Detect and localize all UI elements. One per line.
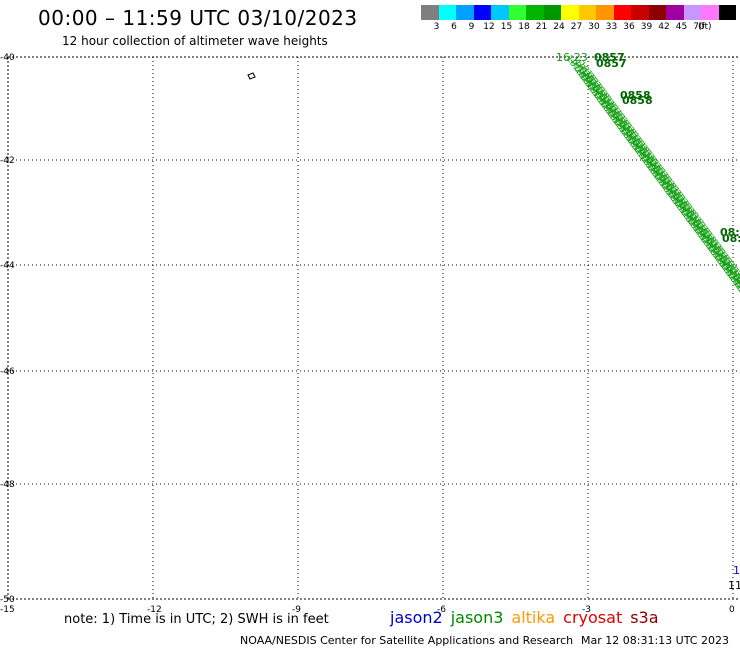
color-scale-label: 15: [500, 22, 513, 32]
satellite-legend: jason2 jason3 altika cryosat s3a: [390, 608, 667, 627]
color-scale-label: 3: [433, 22, 440, 32]
color-swatch-14: [666, 5, 684, 20]
longitude-label: -3: [582, 605, 591, 615]
track-time-label: 0858: [620, 89, 651, 102]
color-scale-label: 21: [535, 22, 548, 32]
longitude-labels: -15 -12 -9 -6 -3 0: [0, 605, 735, 615]
edge-number-2: 11: [728, 579, 740, 592]
color-swatch-0: [421, 5, 439, 20]
longitude-label: -15: [0, 605, 15, 615]
color-scale-label: 70: [693, 22, 705, 32]
island-outline: [247, 72, 256, 80]
map-subtitle: 12 hour collection of altimeter wave hei…: [62, 34, 328, 48]
color-swatch-17: [718, 5, 736, 20]
credit-line: NOAA/NESDIS Center for Satellite Applica…: [240, 634, 574, 647]
color-scale-label: 45: [675, 22, 688, 32]
track-time-label: 08:55: [722, 232, 740, 245]
color-scale-label: 30: [588, 22, 600, 32]
color-scale-unit: (ft): [698, 22, 712, 32]
color-swatch-9: [578, 5, 596, 20]
color-scale-label: 39: [640, 22, 653, 32]
generation-timestamp: Mar 12 08:31:13 UTC 2023: [581, 634, 729, 647]
color-swatch-8: [561, 5, 579, 20]
color-swatch-5: [508, 5, 526, 20]
wave-height-color-scale: [421, 5, 736, 20]
map-title: 00:00 – 11:59 UTC 03/10/2023: [38, 6, 358, 30]
track-time-label: 0857: [594, 51, 625, 64]
edge-number-1: 1: [733, 564, 740, 577]
color-scale-label: 36: [623, 22, 635, 32]
track-time-label: 08:55: [720, 226, 740, 239]
color-swatch-1: [438, 5, 456, 20]
color-swatch-12: [631, 5, 649, 20]
color-scale-label: 27: [570, 22, 583, 32]
latitude-label: -48: [0, 480, 15, 490]
latitude-label: -46: [0, 367, 15, 377]
graticule: [8, 57, 738, 599]
longitude-label: 0: [729, 605, 735, 615]
color-swatch-10: [596, 5, 614, 20]
latitude-label: -44: [0, 261, 15, 271]
longitude-label: -9: [292, 605, 301, 615]
satellite-altika: altika: [511, 608, 556, 627]
color-swatch-11: [613, 5, 631, 20]
color-swatch-7: [543, 5, 561, 20]
color-scale-label: 12: [483, 22, 495, 32]
longitude-label: -6: [437, 605, 446, 615]
track-time-label: 0857: [596, 57, 627, 70]
satellite-s3a: s3a: [630, 608, 659, 627]
color-scale-labels: 3 6 9 12 15 18 21 24 27 30 33 36 39 42 45 70: [421, 22, 736, 34]
color-scale-label: 33: [605, 22, 618, 32]
color-scale-label: 18: [518, 22, 530, 32]
longitude-label: -12: [147, 605, 162, 615]
color-scale-label: 9: [468, 22, 475, 32]
satellite-cryosat: cryosat: [563, 608, 623, 627]
color-scale-label: 6: [451, 22, 457, 32]
track-time-label: 0858: [622, 94, 653, 107]
track-sample: 18:25: [728, 272, 740, 299]
color-scale-label: 24: [553, 22, 565, 32]
color-swatch-15: [683, 5, 701, 20]
color-swatch-13: [648, 5, 666, 20]
latitude-label: -50: [0, 595, 15, 605]
color-swatch-2: [456, 5, 474, 20]
color-scale-label: 42: [658, 22, 670, 32]
jason3-satellite-track: 18:2518:2518:2518:2518:2518:2518:2518:25…: [564, 54, 740, 310]
color-swatch-3: [473, 5, 491, 20]
color-swatch-4: [491, 5, 509, 20]
latitude-label: -42: [0, 156, 15, 166]
satellite-jason2: jason2: [390, 608, 443, 627]
color-swatch-6: [526, 5, 544, 20]
satellite-jason3: jason3: [450, 608, 504, 627]
latitude-label: -40: [0, 53, 15, 63]
color-swatch-16: [701, 5, 719, 20]
footer-note: note: 1) Time is in UTC; 2) SWH is in fe…: [64, 612, 329, 627]
latitude-labels: -40 -42 -44 -46 -48 -50: [0, 53, 15, 605]
track-time-label: 16:23: [556, 51, 588, 64]
